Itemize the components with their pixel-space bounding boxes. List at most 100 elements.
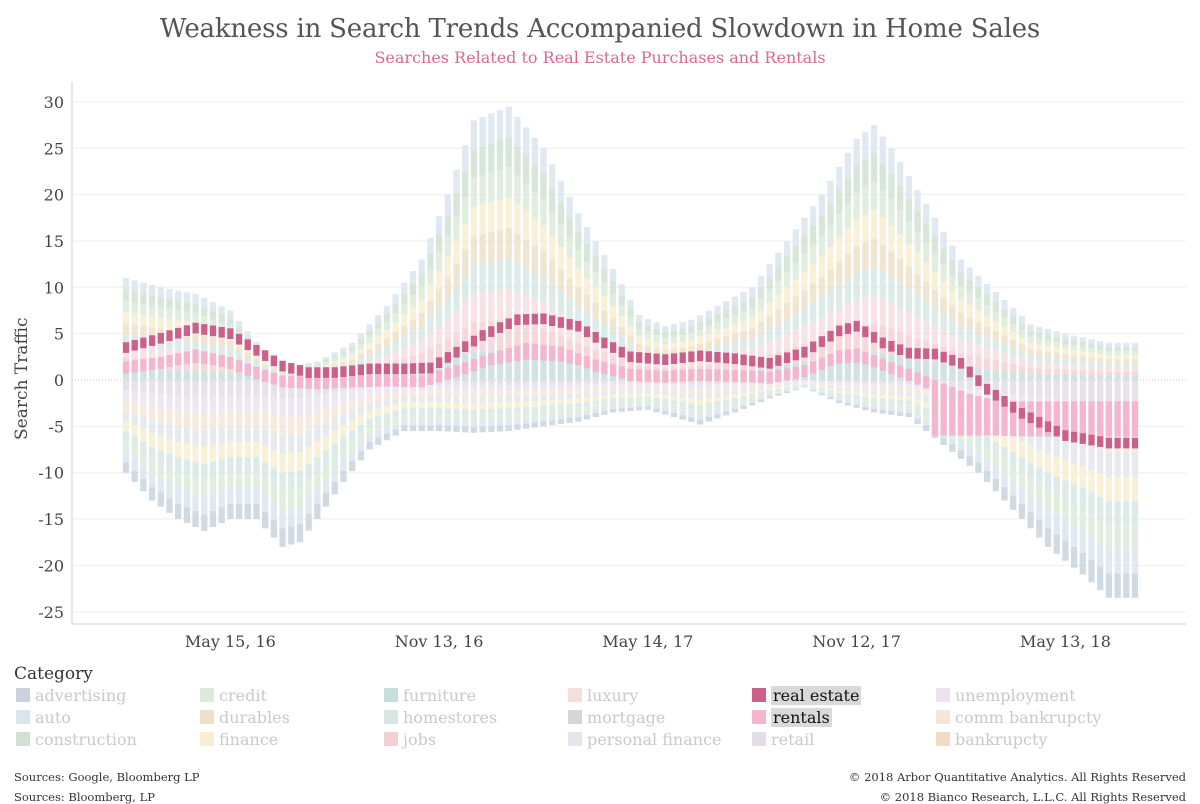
category-bar-segment xyxy=(723,399,730,404)
category-bar-segment xyxy=(844,152,852,179)
legend-item-luxury[interactable]: luxury xyxy=(568,684,638,706)
category-bar-segment xyxy=(175,503,182,520)
category-bar-segment xyxy=(575,403,582,408)
legend-swatch xyxy=(200,688,214,702)
category-bar-segment xyxy=(296,524,304,543)
x-tick-label: May 14, 17 xyxy=(602,632,693,651)
rentals-bar xyxy=(479,356,486,369)
category-bar-segment xyxy=(453,309,460,334)
category-bar-segment xyxy=(862,400,869,404)
category-bar-segment xyxy=(931,307,939,326)
category-bar-segment xyxy=(131,280,138,292)
category-bar-segment xyxy=(705,384,712,390)
legend-label: advertising xyxy=(35,685,127,705)
rentals-bar xyxy=(679,369,686,382)
legend-item-jobs[interactable]: jobs xyxy=(384,728,436,750)
category-bar-segment xyxy=(636,380,643,384)
category-bar-segment xyxy=(1018,441,1026,458)
category-bar-segment xyxy=(801,253,808,272)
category-bar-segment xyxy=(575,342,582,362)
legend-item-real-estate[interactable]: real estate xyxy=(752,684,862,706)
category-bar-segment xyxy=(566,408,573,414)
category-bar-segment xyxy=(227,503,234,520)
legend-item-personal-finance[interactable]: personal finance xyxy=(568,728,722,750)
real-estate-bar xyxy=(644,352,652,364)
category-bar-segment xyxy=(183,301,191,312)
category-bar-segment xyxy=(409,391,417,397)
category-bar-segment xyxy=(1070,350,1078,356)
legend-item-bankrupcty[interactable]: bankrupcty xyxy=(936,728,1047,750)
category-bar-segment xyxy=(148,487,156,501)
category-bar-segment xyxy=(827,380,834,383)
category-bar-segment xyxy=(427,396,434,403)
category-bar-segment xyxy=(992,360,999,371)
legend-item-homestores[interactable]: homestores xyxy=(384,706,497,728)
legend-item-finance[interactable]: finance xyxy=(200,728,278,750)
category-bar-segment xyxy=(235,395,243,411)
category-bar-segment xyxy=(531,326,538,354)
category-bar-segment xyxy=(505,288,512,320)
category-bar-segment xyxy=(201,396,208,414)
legend-item-unemployment[interactable]: unemployment xyxy=(936,684,1076,706)
category-bar-segment xyxy=(392,303,399,314)
category-bar-segment xyxy=(453,391,460,398)
legend-item-comm-bankrupcty[interactable]: comm bankrupcty xyxy=(936,706,1101,728)
category-bar-segment xyxy=(783,385,791,388)
category-bar-segment xyxy=(1123,367,1130,372)
category-bar-segment xyxy=(192,341,199,352)
category-bar-segment xyxy=(914,419,921,425)
category-bar-segment xyxy=(592,364,599,380)
legend-item-retail[interactable]: retail xyxy=(752,728,814,750)
category-bar-segment xyxy=(1105,371,1113,376)
real-estate-bar xyxy=(827,330,834,342)
category-bar-segment xyxy=(549,212,556,237)
real-estate-bar xyxy=(888,340,895,352)
category-bar-segment xyxy=(601,410,608,415)
category-bar-segment xyxy=(462,197,469,224)
category-bar-segment xyxy=(357,354,364,360)
legend-item-durables[interactable]: durables xyxy=(200,706,290,728)
legend-item-rentals[interactable]: rentals xyxy=(752,706,832,728)
category-bar-segment xyxy=(879,409,886,414)
rentals-bar xyxy=(375,374,382,387)
category-bar-segment xyxy=(862,132,869,160)
category-bar-segment xyxy=(436,391,443,397)
category-bar-segment xyxy=(1018,323,1026,331)
legend-item-mortgage[interactable]: mortgage xyxy=(568,706,665,728)
legend-item-construction[interactable]: construction xyxy=(16,728,137,750)
legend-item-furniture[interactable]: furniture xyxy=(384,684,476,706)
real-estate-bar xyxy=(749,355,756,367)
category-bar-segment xyxy=(662,326,669,333)
category-bar-segment xyxy=(983,294,991,306)
category-bar-segment xyxy=(644,389,652,394)
category-bar-segment xyxy=(636,343,643,352)
legend-item-advertising[interactable]: advertising xyxy=(16,684,126,706)
category-bar-segment xyxy=(696,322,704,330)
category-bar-segment xyxy=(818,297,825,319)
category-bar-segment xyxy=(383,433,391,441)
category-bar-segment xyxy=(270,369,278,373)
category-bar-segment xyxy=(531,218,538,246)
category-bar-segment xyxy=(1123,452,1130,477)
category-bar-segment xyxy=(314,426,321,442)
category-bar-segment xyxy=(740,392,747,397)
category-bar-segment xyxy=(1079,375,1086,380)
category-bar-segment xyxy=(549,420,556,426)
rentals-bar xyxy=(1097,401,1104,437)
category-bar-segment xyxy=(244,352,251,359)
category-bar-segment xyxy=(1053,437,1060,458)
category-bar-segment xyxy=(279,417,286,436)
category-bar-segment xyxy=(444,256,451,277)
category-bar-segment xyxy=(540,251,547,277)
category-bar-segment xyxy=(931,217,939,236)
category-bar-segment xyxy=(627,299,634,309)
category-bar-segment xyxy=(818,215,825,236)
legend-item-auto[interactable]: auto xyxy=(16,706,71,728)
category-bar-segment xyxy=(227,457,234,473)
category-bar-segment xyxy=(975,298,982,311)
category-bar-segment xyxy=(1131,525,1139,550)
category-bar-segment xyxy=(1097,371,1104,376)
category-bar-segment xyxy=(1105,375,1113,380)
category-bar-segment xyxy=(218,475,225,492)
legend-item-credit[interactable]: credit xyxy=(200,684,267,706)
